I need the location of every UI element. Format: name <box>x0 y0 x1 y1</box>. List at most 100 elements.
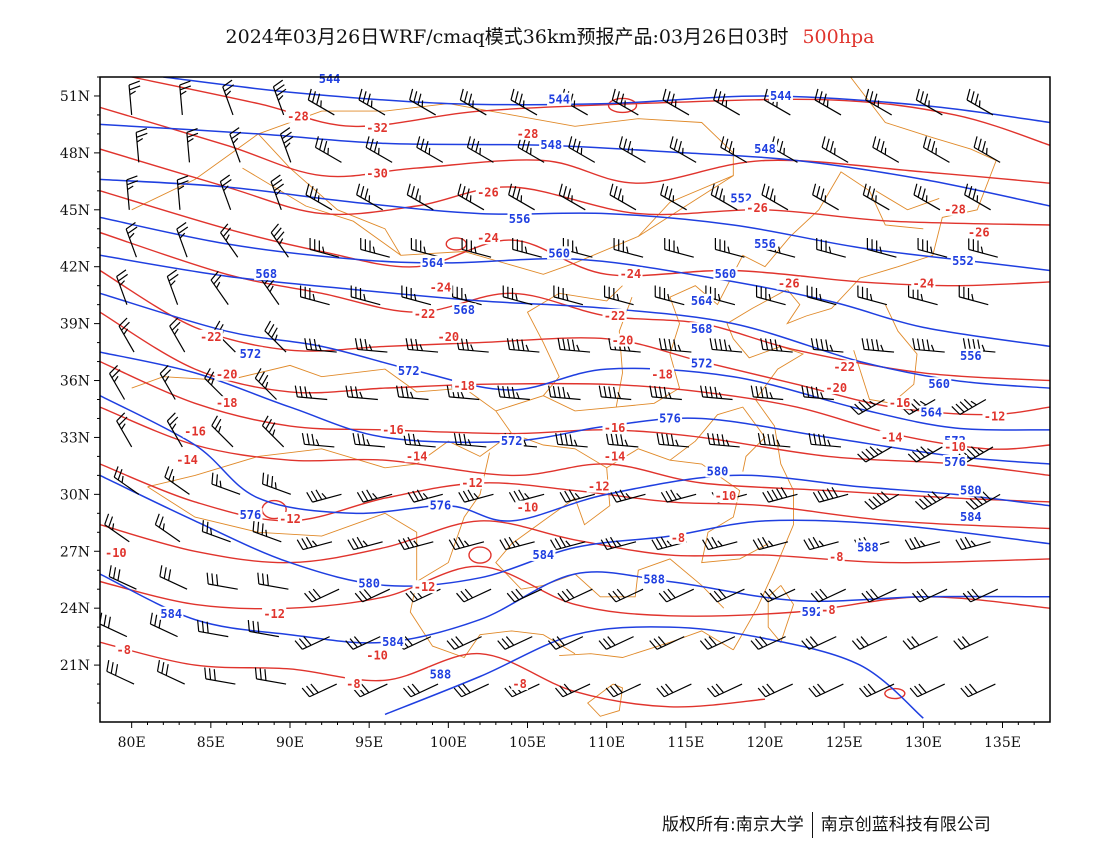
temperature-contour-label-bg <box>942 202 968 216</box>
wind-barb <box>510 88 538 116</box>
temperature-contour-line <box>100 520 1050 564</box>
wind-barb <box>347 536 383 551</box>
wind-barb <box>219 174 232 210</box>
temperature-contour-label: -22 <box>833 360 855 374</box>
wind-barb <box>710 183 738 211</box>
height-contour-label: 580 <box>358 576 380 590</box>
wind-barb <box>108 565 137 590</box>
temperature-contour-line <box>100 190 1050 287</box>
wind-barb <box>264 320 287 353</box>
wind-barb <box>149 612 178 638</box>
wind-barb <box>662 88 690 116</box>
wind-barb <box>206 572 238 590</box>
temperature-contour-label-bg <box>198 329 223 343</box>
wind-barb <box>365 136 393 163</box>
wind-barb <box>304 588 340 603</box>
height-contour-label: 544 <box>770 89 792 103</box>
wind-barb <box>964 183 991 211</box>
coastline-border <box>831 77 997 309</box>
temperature-contour-label: -8 <box>512 677 526 691</box>
wind-barb <box>608 588 644 603</box>
height-contour-label-bg <box>958 510 983 524</box>
temperature-contour-label: -30 <box>366 167 388 181</box>
wind-barb <box>761 183 789 211</box>
wind-barb <box>907 446 943 463</box>
temperature-contour-line <box>100 311 1050 450</box>
wind-barb <box>801 385 834 401</box>
temperature-contour-label-bg <box>618 267 643 281</box>
wind-barb <box>649 636 685 650</box>
wind-barb <box>808 432 842 448</box>
wind-barb <box>714 238 745 258</box>
wind-barb <box>865 88 892 116</box>
credit-separator <box>811 812 813 838</box>
wind-barb <box>453 432 487 448</box>
temperature-contour-label: -12 <box>263 607 285 621</box>
wind-barb <box>354 338 388 353</box>
wind-barb <box>294 385 328 401</box>
wind-barb <box>416 136 444 163</box>
temperature-contour-line <box>100 641 766 708</box>
temperature-contour-label: -26 <box>778 277 800 291</box>
height-contour-label: 592 <box>802 605 824 619</box>
wind-barb <box>951 398 987 416</box>
height-contour-label: 576 <box>430 499 452 513</box>
wind-barb <box>176 221 189 258</box>
temperature-contour-label-bg <box>364 121 390 135</box>
height-contour-label: 556 <box>754 237 776 251</box>
temperature-contour-label: -16 <box>184 425 206 439</box>
wind-barb <box>555 432 588 448</box>
wind-barb <box>116 269 128 305</box>
height-contour-label-bg <box>428 667 453 681</box>
height-contour-label: 568 <box>691 322 713 336</box>
wind-barb <box>912 588 948 603</box>
temperature-contour-label: -26 <box>968 225 990 239</box>
wind-barb <box>356 183 383 211</box>
temperature-contour-label: -22 <box>200 330 222 344</box>
temperature-contour-label-bg <box>115 642 133 656</box>
wind-barb <box>272 79 287 116</box>
temperature-contour-label: -12 <box>461 476 483 490</box>
temperature-contour-label-bg <box>262 606 287 620</box>
temperature-contour-label: -8 <box>346 677 360 691</box>
height-contour-label: 576 <box>659 411 681 425</box>
temperature-contour-label: -8 <box>671 531 685 545</box>
wind-barb <box>204 667 236 685</box>
chart-title: 2024年03月26日WRF/cmaq模式36km预报产品:03月26日03时 5… <box>0 22 1100 49</box>
coastline-border <box>257 133 402 256</box>
height-contour-label-bg <box>642 572 667 586</box>
temperature-contour-label-bg <box>669 530 687 544</box>
temperature-contour-label-bg <box>602 449 627 463</box>
y-tick-label: 33N <box>60 430 90 446</box>
wind-barb <box>649 385 682 401</box>
wind-barb <box>553 285 584 306</box>
wind-barb <box>247 620 280 638</box>
height-contour-label: 588 <box>430 667 452 681</box>
wind-barb <box>915 88 943 116</box>
height-contour-label-bg <box>238 346 263 360</box>
height-contour-label: 556 <box>509 212 531 226</box>
temperature-contour-label-bg <box>277 511 303 525</box>
title-text: 2024年03月26日WRF/cmaq模式36km预报产品:03月26日03时 <box>225 26 789 48</box>
height-contour-label-bg <box>689 356 714 370</box>
temperature-contour-label-bg <box>602 420 627 434</box>
wind-barb <box>609 183 637 211</box>
temperature-contour-label: -14 <box>406 449 428 463</box>
wind-barb <box>658 588 695 603</box>
wind-barb <box>700 385 733 401</box>
wind-barb <box>159 364 176 400</box>
wind-barb <box>179 80 192 115</box>
wind-barb <box>810 588 847 603</box>
height-contour-label: 552 <box>952 254 974 268</box>
height-contour-label-bg <box>380 635 406 649</box>
wind-barb <box>750 636 786 650</box>
temperature-closed-contour <box>884 687 906 700</box>
wind-barb <box>610 489 646 503</box>
height-contour-label-bg <box>689 322 714 336</box>
temperature-contour-label-bg <box>887 396 912 410</box>
height-contour-label-bg <box>396 363 421 377</box>
wind-barb <box>314 136 342 163</box>
temperature-contour-label: -26 <box>477 186 499 200</box>
wind-barb <box>128 80 141 115</box>
